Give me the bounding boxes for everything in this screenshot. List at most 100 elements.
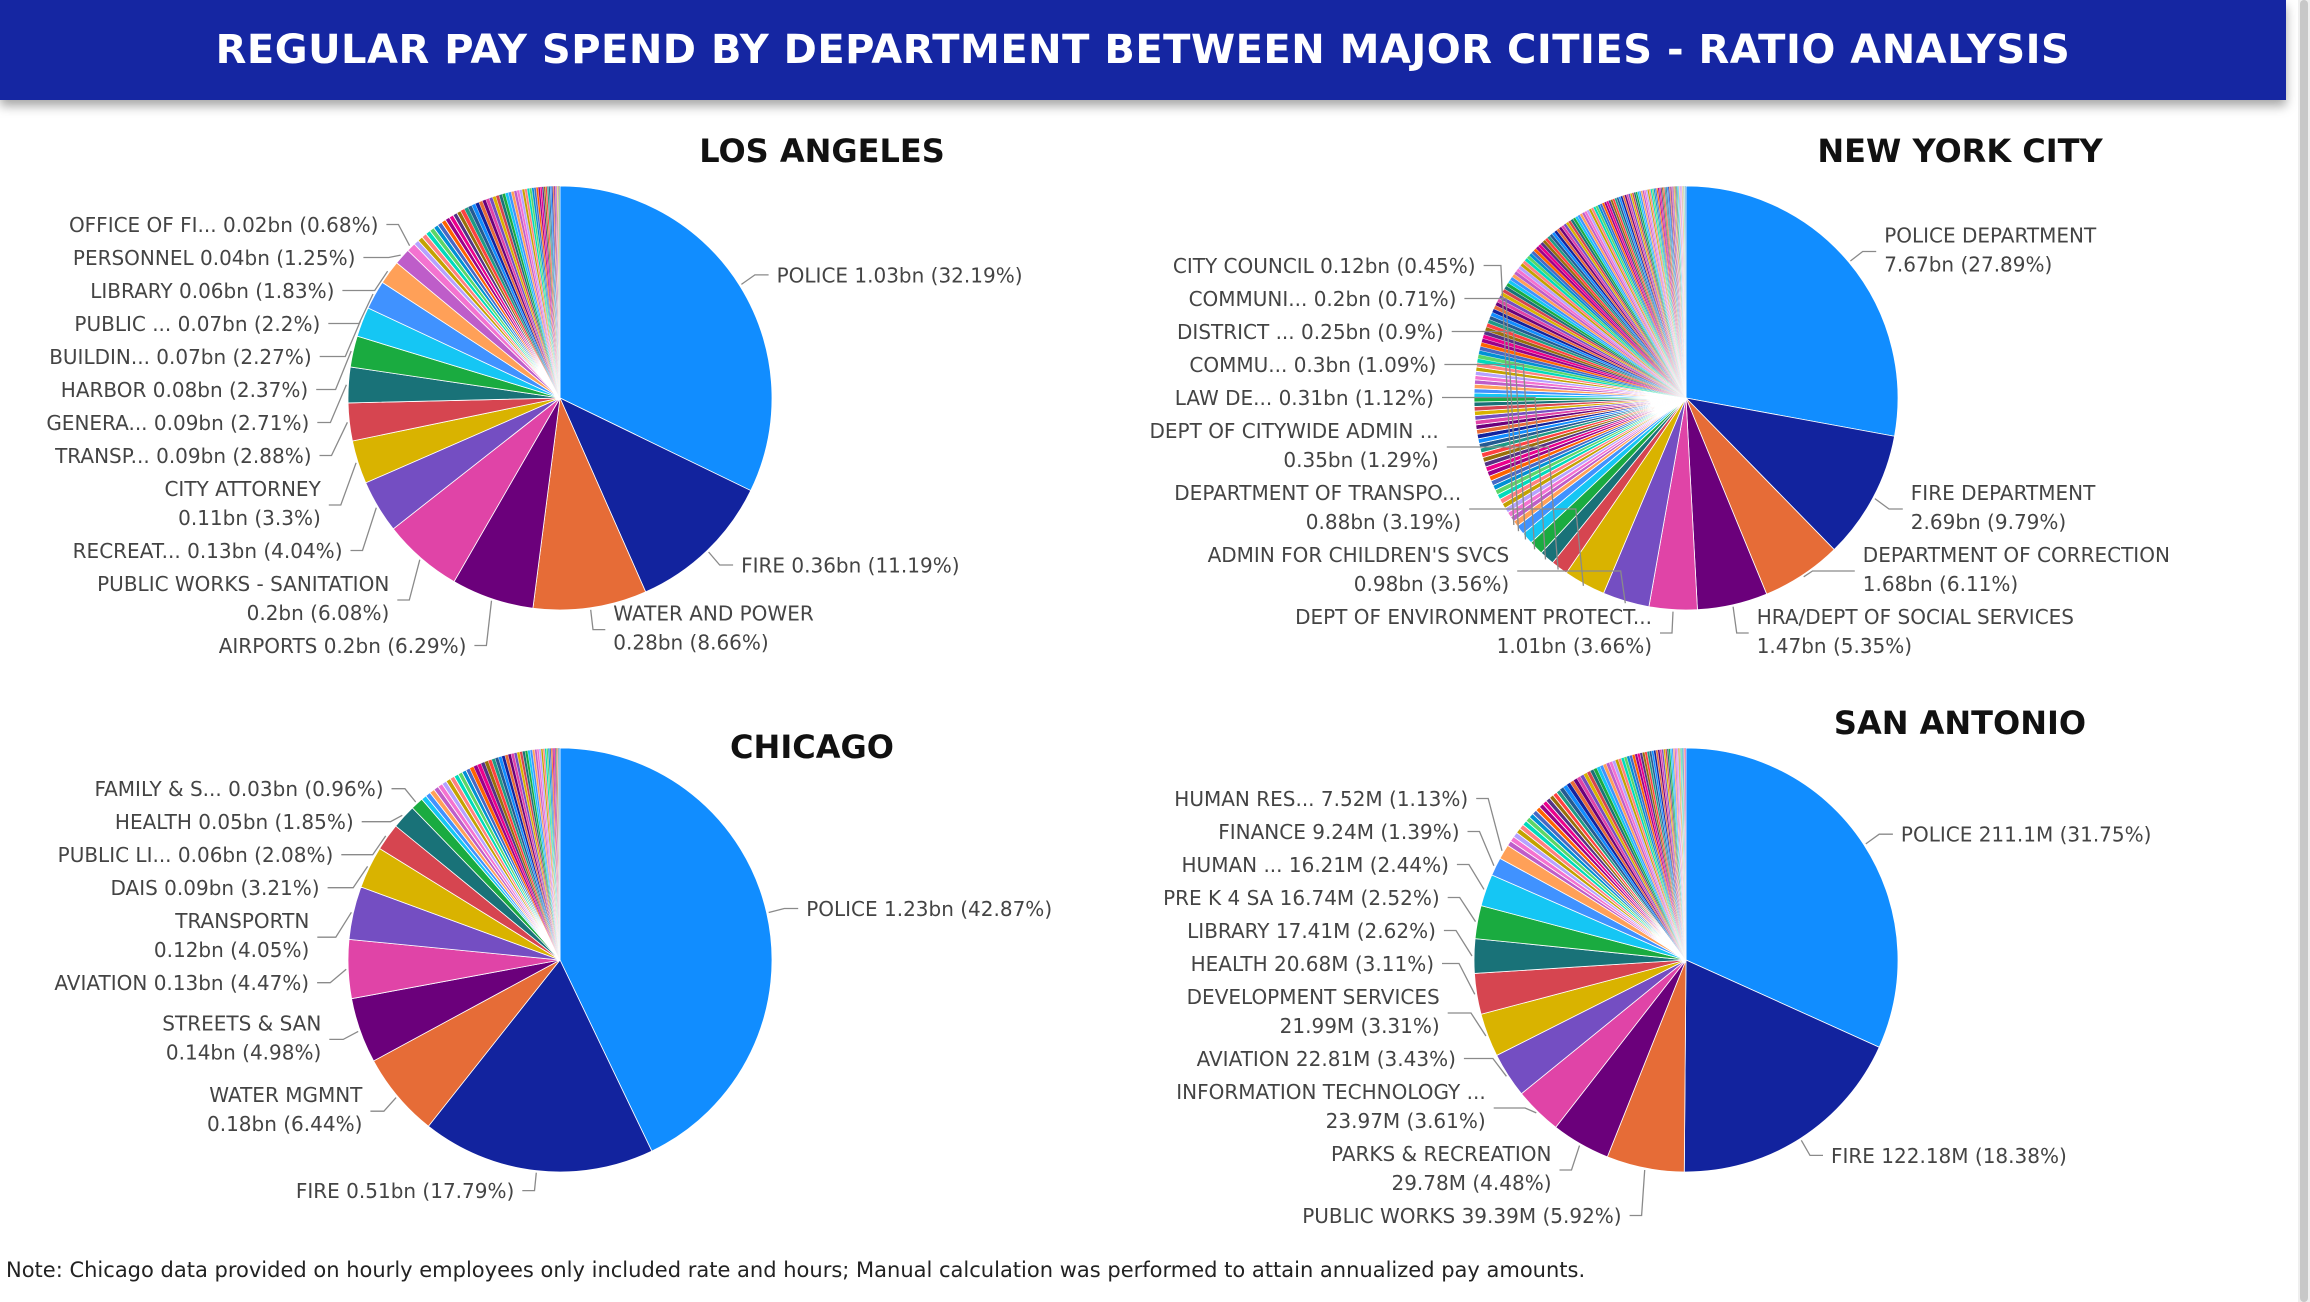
slice-police-department[interactable] xyxy=(1685,185,1899,437)
leader-line xyxy=(1447,896,1477,922)
slice-other[interactable] xyxy=(1685,185,1687,399)
leader-line xyxy=(329,1030,359,1041)
pie-chicago: CHICAGO POLICE 1.23bn (42.87%) FAMILY & S.… xyxy=(54,728,1052,1203)
slice-fire-0-36bn-11-19[interactable] xyxy=(559,397,752,593)
data-label: DEPT OF ENVIRONMENT PROTECT... 1.01bn (3.… xyxy=(1295,605,1652,658)
leader-line xyxy=(1660,611,1674,634)
data-label: HRA/DEPT OF SOCIAL SERVICES 1.47bn (5.35%… xyxy=(1757,605,2074,658)
leader-line xyxy=(328,462,357,506)
title-banner: REGULAR PAY SPEND BY DEPARTMENT BETWEEN … xyxy=(0,0,2286,100)
leader-line xyxy=(319,422,348,457)
leader-line xyxy=(1493,1107,1537,1114)
leader-line xyxy=(1443,929,1473,957)
slice-water-and-power[interactable] xyxy=(532,396,647,611)
data-label: AIRPORTS 0.2bn (6.29%) xyxy=(219,634,467,658)
leader-line xyxy=(1483,264,1515,526)
data-label: FIRE 0.51bn (17.79%) xyxy=(296,1179,514,1203)
leader-line xyxy=(522,1172,537,1192)
slice-fire-122-18m-18-38[interactable] xyxy=(1683,959,1880,1173)
data-label: POLICE 1.03bn (32.19%) xyxy=(777,263,1023,287)
slice-fire-0-51bn-17-79[interactable] xyxy=(427,959,653,1173)
leader-line xyxy=(1874,498,1903,510)
data-label: PUBLIC WORKS - SANITATION 0.2bn (6.08%) xyxy=(97,572,389,625)
pie-new-york-city: NEW YORK CITY POLICE DEPARTMENT 7.67bn (27… xyxy=(1150,132,2170,658)
data-label: CITY ATTORNEY 0.11bn (3.3%) xyxy=(164,477,321,530)
chart-title: SAN ANTONIO xyxy=(1834,704,2086,742)
leader-line xyxy=(1451,330,1527,540)
leader-line xyxy=(370,1097,397,1112)
leader-line xyxy=(361,814,403,823)
data-label: DEPT OF CITYWIDE ADMIN ... 0.35bn (1.29%) xyxy=(1150,419,1439,472)
slice-police-1-03bn-32-19[interactable] xyxy=(559,185,773,492)
pie-los-angeles: LOS ANGELES POLICE 1.03bn (32.19%) FIRE 0.… xyxy=(46,132,1022,658)
pie-san-antonio: SAN ANTONIO POLICE 211.1M (31.75%) FIRE 12… xyxy=(1163,704,2151,1228)
data-label: HARBOR 0.08bn (2.37%) xyxy=(61,378,308,402)
slice-other[interactable] xyxy=(559,747,561,961)
leader-line xyxy=(1517,570,1626,604)
leader-line xyxy=(397,559,421,601)
leader-line xyxy=(317,911,352,938)
slice-police-1-23bn-42-87[interactable] xyxy=(559,747,773,1152)
data-label: DAIS 0.09bn (3.21%) xyxy=(111,876,320,900)
chart-title: LOS ANGELES xyxy=(699,132,945,170)
data-label: POLICE 211.1M (31.75%) xyxy=(1901,823,2152,847)
data-label: COMMUNI... 0.2bn (0.71%) xyxy=(1189,287,1457,311)
leader-line xyxy=(1446,446,1559,570)
data-label: GENERA... 0.09bn (2.71%) xyxy=(46,411,309,435)
data-label: DEVELOPMENT SERVICES 21.99M (3.31%) xyxy=(1187,985,1440,1038)
data-label: LAW DE... 0.31bn (1.12%) xyxy=(1175,386,1434,410)
data-label: FAMILY & S... 0.03bn (0.96%) xyxy=(94,777,383,801)
slice-other[interactable] xyxy=(1685,747,1687,961)
chart-title: NEW YORK CITY xyxy=(1817,132,2103,170)
leader-line xyxy=(1732,606,1749,634)
chart-title: CHICAGO xyxy=(730,728,894,766)
data-label: WATER AND POWER 0.28bn (8.66%) xyxy=(613,602,814,655)
leader-line xyxy=(741,274,769,285)
data-label: PARKS & RECREATION 29.78M (4.48%) xyxy=(1331,1142,1551,1195)
leader-line xyxy=(1559,1145,1581,1171)
footnote: Note: Chicago data provided on hourly em… xyxy=(6,1258,1586,1282)
leader-line xyxy=(474,600,493,647)
leader-line xyxy=(1629,1169,1646,1217)
leader-line xyxy=(1442,396,1547,560)
data-label: FIRE 0.36bn (11.19%) xyxy=(741,554,959,578)
leader-line xyxy=(1850,250,1877,262)
data-label: HUMAN RES... 7.52M (1.13%) xyxy=(1174,787,1468,811)
leader-line xyxy=(342,270,389,292)
data-label: COMMU... 0.3bn (1.09%) xyxy=(1189,353,1436,377)
data-label: OFFICE OF FI... 0.02bn (0.68%) xyxy=(69,213,378,237)
data-label: STREETS & SAN 0.14bn (4.98%) xyxy=(162,1011,321,1064)
leader-line xyxy=(316,350,352,391)
data-label: ADMIN FOR CHILDREN'S SVCS 0.98bn (3.56%) xyxy=(1208,543,1510,596)
data-label: FIRE 122.18M (18.38%) xyxy=(1831,1144,2067,1168)
leader-line xyxy=(341,835,387,856)
data-label: HEALTH 20.68M (3.11%) xyxy=(1191,952,1434,976)
leader-line xyxy=(1464,297,1520,532)
data-label: BUILDIN... 0.07bn (2.27%) xyxy=(49,345,312,369)
slice-fire-department[interactable] xyxy=(1684,397,1895,551)
data-label: POLICE DEPARTMENT 7.67bn (27.89%) xyxy=(1884,224,2097,277)
data-label: PERSONNEL 0.04bn (1.25%) xyxy=(73,246,356,270)
data-label: RECREAT... 0.13bn (4.04%) xyxy=(73,539,343,563)
scrollbar-thumb[interactable] xyxy=(2300,0,2308,1302)
data-label: DISTRICT ... 0.25bn (0.9%) xyxy=(1177,320,1444,344)
leader-line xyxy=(1803,570,1855,578)
leader-line xyxy=(317,968,347,984)
leader-line xyxy=(350,507,377,552)
data-label: PRE K 4 SA 16.74M (2.52%) xyxy=(1163,886,1440,910)
data-label: TRANSPORTN 0.12bn (4.05%) xyxy=(154,909,309,962)
slice-other[interactable] xyxy=(559,185,561,399)
leader-line xyxy=(327,866,369,889)
data-label: AVIATION 22.81M (3.43%) xyxy=(1197,1047,1456,1071)
leader-line xyxy=(1463,1057,1507,1077)
leader-line xyxy=(1442,962,1476,995)
data-label: WATER MGMNT 0.18bn (6.44%) xyxy=(207,1083,363,1136)
leader-line xyxy=(1476,797,1503,851)
leader-line xyxy=(590,609,606,631)
leader-line xyxy=(1444,363,1536,550)
leader-line xyxy=(1800,1139,1823,1157)
vertical-scrollbar[interactable] xyxy=(2298,0,2310,1302)
slice-police-211-1m-31-75[interactable] xyxy=(1685,747,1899,1048)
data-label: DEPARTMENT OF TRANSPO... 0.88bn (3.19%) xyxy=(1174,481,1461,534)
